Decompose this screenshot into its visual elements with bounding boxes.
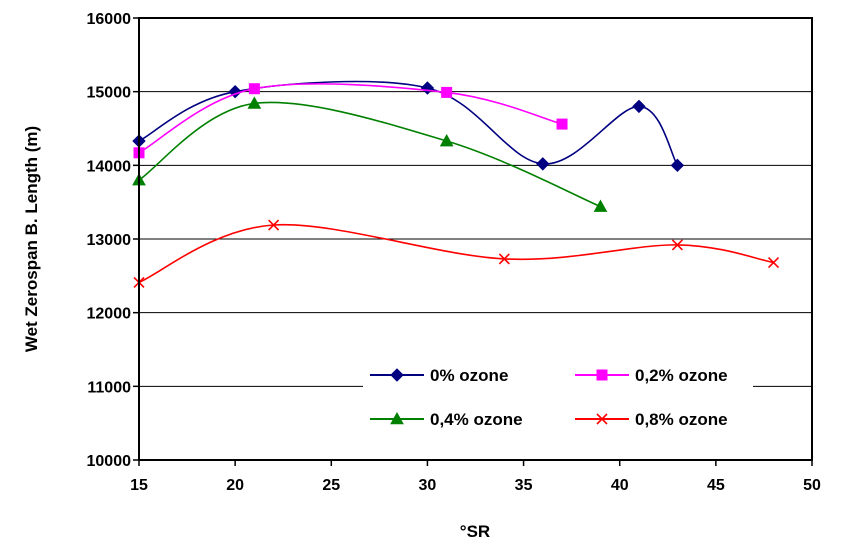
data-point-marker xyxy=(767,257,780,269)
data-point-marker xyxy=(439,133,454,147)
legend-marker xyxy=(390,411,404,425)
y-tick-label: 13000 xyxy=(87,232,132,249)
series-0-4-ozone xyxy=(132,96,608,212)
series-line xyxy=(138,223,774,284)
data-point-marker xyxy=(632,99,646,114)
legend-item-08-ozone: 0,8% ozone xyxy=(575,410,728,429)
data-point-marker xyxy=(390,411,404,425)
series-line xyxy=(138,83,563,154)
y-tick-label: 16000 xyxy=(87,11,132,28)
x-tick-label: 35 xyxy=(515,477,533,494)
series-line xyxy=(138,101,601,208)
data-point-marker xyxy=(248,83,260,95)
legend-label: 0,2% ozone xyxy=(635,366,728,385)
y-tick-label: 14000 xyxy=(87,158,132,175)
data-point-marker xyxy=(556,118,568,130)
series-0-8-ozone xyxy=(133,219,780,289)
legend-label: 0,4% ozone xyxy=(430,410,523,429)
legend-item-0-ozone: 0% ozone xyxy=(370,366,508,385)
legend-box xyxy=(363,356,753,444)
data-point-marker xyxy=(390,368,404,382)
legend-marker xyxy=(390,368,404,382)
data-point-marker xyxy=(596,369,608,381)
x-tick-label: 40 xyxy=(611,477,629,494)
y-tick-label: 11000 xyxy=(87,379,131,396)
data-point-marker xyxy=(593,199,608,212)
y-tick-label: 12000 xyxy=(87,306,132,323)
data-point-marker xyxy=(247,96,262,109)
legend-label: 0,8% ozone xyxy=(635,410,728,429)
data-point-marker xyxy=(268,219,280,231)
legend-item-02-ozone: 0,2% ozone xyxy=(575,366,728,385)
axes: 10000 11000 12000 13000 14000 15000 16000 15 20 2… xyxy=(87,11,822,494)
data-point-marker xyxy=(596,413,608,425)
data-point-marker xyxy=(536,157,550,171)
y-tick-label: 10000 xyxy=(87,453,132,470)
data-point-marker xyxy=(498,253,510,265)
legend-marker xyxy=(596,413,608,425)
y-tick-label: 15000 xyxy=(87,85,132,102)
x-tick-label: 25 xyxy=(322,477,340,494)
data-point-marker xyxy=(670,158,685,173)
data-point-marker xyxy=(671,239,683,251)
x-tick-label: 15 xyxy=(130,477,148,494)
x-tick-label: 20 xyxy=(226,477,244,494)
legend-label: 0% ozone xyxy=(430,366,508,385)
x-tick-label: 50 xyxy=(803,477,821,494)
data-point-marker xyxy=(441,86,453,98)
legend: 0% ozone 0,2% ozone 0,4% ozone 0,8% ozon… xyxy=(363,356,753,444)
legend-item-04-ozone: 0,4% ozone xyxy=(370,410,523,429)
x-tick-label: 30 xyxy=(419,477,437,494)
y-axis-title: Wet Zerospan B. Length (m) xyxy=(22,126,41,352)
x-axis-title: °SR xyxy=(460,522,490,541)
x-tick-label: 45 xyxy=(707,477,725,494)
legend-marker xyxy=(596,369,608,381)
